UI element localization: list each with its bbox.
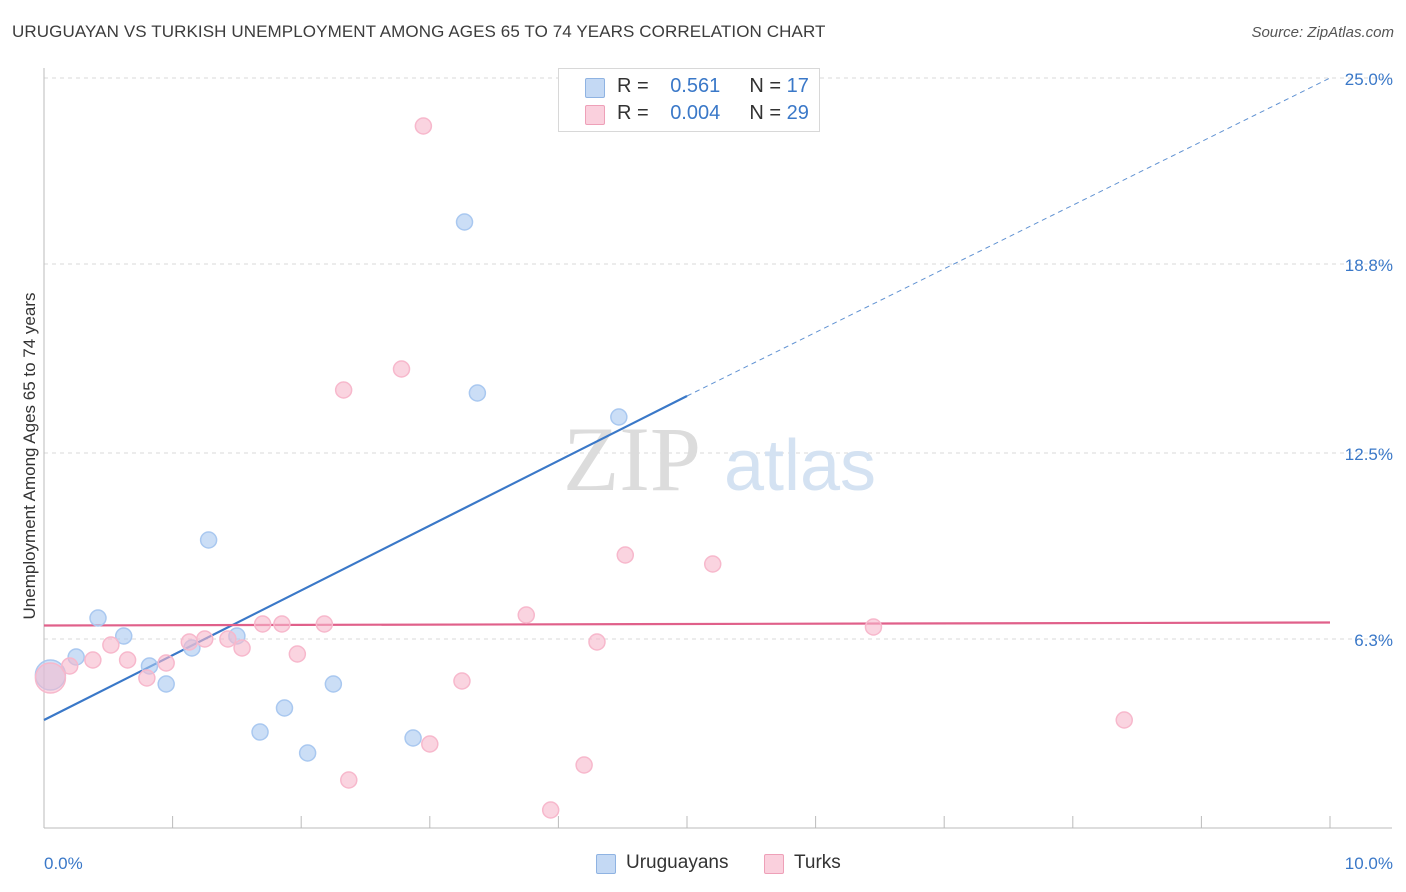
point-turks xyxy=(517,606,535,624)
point-turks xyxy=(575,756,593,774)
point-turks xyxy=(138,669,156,687)
point-uruguayans xyxy=(275,699,294,717)
point-uruguayans xyxy=(298,744,317,762)
point-turks xyxy=(196,630,214,648)
point-turks xyxy=(253,615,272,633)
point-turks xyxy=(315,615,334,633)
point-turks xyxy=(421,735,439,753)
point-turks xyxy=(273,615,291,633)
point-turks xyxy=(616,546,635,564)
watermark-zip: ZIP xyxy=(563,408,701,510)
point-turks xyxy=(102,636,120,654)
x-tick-label: 10.0% xyxy=(1345,854,1393,873)
point-turks xyxy=(84,651,102,669)
r-label: R = xyxy=(617,102,649,124)
point-uruguayans xyxy=(324,675,343,693)
point-turks xyxy=(703,555,722,573)
correlation-legend: R = 0.561 N = 17 R = 0.004 N = 29 xyxy=(558,68,820,132)
legend-swatch-uruguayans xyxy=(596,854,616,874)
point-turks xyxy=(233,639,251,657)
axes xyxy=(43,68,1392,829)
point-turks xyxy=(414,117,433,135)
tick-labels: 6.3% 12.5% 18.8% 25.0% 0.0% 10.0% xyxy=(44,70,1393,873)
point-turks xyxy=(340,771,358,789)
trend-line-uruguayans xyxy=(43,395,688,721)
point-uruguayans xyxy=(89,609,107,627)
legend-label-turks: Turks xyxy=(794,852,841,873)
n-value: 29 xyxy=(786,102,809,124)
x-tick-label: 0.0% xyxy=(44,854,83,873)
point-uruguayans xyxy=(114,627,133,645)
point-turks xyxy=(392,360,411,378)
point-turks xyxy=(1115,711,1133,729)
y-tick-label: 18.8% xyxy=(1345,256,1393,275)
point-turks xyxy=(334,381,353,399)
y-tick-label: 6.3% xyxy=(1354,631,1393,650)
point-turks xyxy=(157,654,175,672)
watermark: ZIP atlas xyxy=(563,408,876,510)
point-turks xyxy=(180,633,199,651)
point-turks xyxy=(60,657,79,675)
point-uruguayans xyxy=(404,729,422,747)
point-turks xyxy=(453,672,471,690)
n-value: 17 xyxy=(786,75,809,97)
chart-title: URUGUAYAN VS TURKISH UNEMPLOYMENT AMONG … xyxy=(12,22,826,41)
point-uruguayans xyxy=(610,408,628,426)
r-label: R = xyxy=(617,75,649,97)
legend-swatch-turks xyxy=(764,854,784,874)
point-turks xyxy=(118,651,137,669)
r-value: 0.004 xyxy=(670,102,721,124)
point-uruguayans xyxy=(468,384,487,402)
legend-swatch-uruguayans xyxy=(585,78,605,98)
point-uruguayans xyxy=(157,675,175,693)
source-label: Source: ZipAtlas.com xyxy=(1251,24,1394,41)
point-turks xyxy=(864,618,883,636)
point-turks xyxy=(34,662,67,694)
watermark-atlas: atlas xyxy=(724,426,876,506)
y-tick-label: 12.5% xyxy=(1345,445,1393,464)
grid-lines xyxy=(44,77,1392,640)
point-turks xyxy=(588,633,606,651)
n-label: N = xyxy=(749,75,782,97)
point-uruguayans xyxy=(199,531,218,549)
point-turks xyxy=(288,645,307,663)
data-points xyxy=(34,117,1133,819)
legend-stats-turks: R = 0.004 N = 29 xyxy=(617,102,809,125)
legend-swatch-turks xyxy=(585,105,605,125)
point-turks xyxy=(219,630,237,648)
legend-stats-uruguayans: R = 0.561 N = 17 xyxy=(617,75,809,98)
trend-lines xyxy=(43,77,1331,721)
point-uruguayans xyxy=(251,723,269,741)
n-label: N = xyxy=(749,102,782,124)
legend-label-uruguayans: Uruguayans xyxy=(626,852,729,873)
r-value: 0.561 xyxy=(670,75,721,97)
y-tick-label: 25.0% xyxy=(1345,70,1393,89)
point-turks xyxy=(541,801,560,819)
trend-extension-uruguayans xyxy=(686,77,1331,397)
point-uruguayans xyxy=(455,213,474,231)
